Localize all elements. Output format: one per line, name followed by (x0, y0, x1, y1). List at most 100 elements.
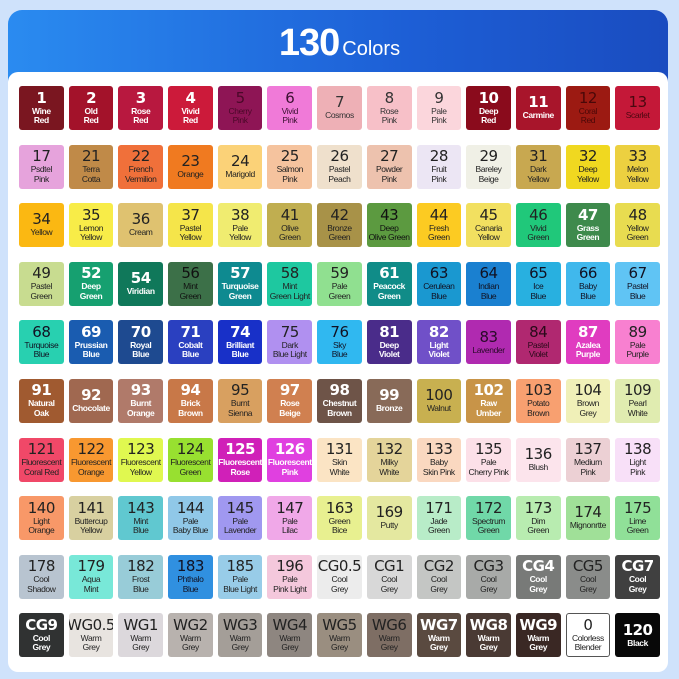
color-swatch: 17 Psdtel Pink (19, 144, 64, 189)
swatch-number: 196 (276, 557, 304, 576)
swatch-name: Olive Green (278, 222, 301, 243)
swatch-number: 38 (231, 205, 250, 224)
swatch-name: Royal Blue (130, 339, 152, 360)
color-swatch: 3 Rose Red (118, 86, 164, 130)
color-swatch: 145 Pale Lavender (217, 496, 263, 541)
swatch-name: Medium Pink (573, 457, 602, 477)
color-swatch: WG7 Warm Grey (416, 613, 462, 658)
swatch-name: Deep Red (478, 105, 499, 125)
color-swatch: 89 Pale Purple (615, 320, 660, 365)
color-swatch: 1 Wine Red (19, 86, 64, 130)
color-swatch: WG9 Warm Grey (515, 613, 561, 658)
swatch-number: 140 (27, 498, 56, 517)
swatch-name: Walnut (426, 403, 451, 414)
swatch-name: Rose Pink (380, 105, 399, 125)
swatch-number: 95 (231, 381, 250, 400)
color-swatch: 59 Pale Green (317, 261, 362, 306)
swatch-number: 131 (325, 440, 354, 459)
swatch-number: 57 (230, 264, 251, 283)
swatch-number: 109 (624, 381, 652, 400)
color-swatch-grid: 1 Wine Red 2 Old Red 3 Rose Red 4 Vivid Red 5 Che… (19, 86, 660, 658)
swatch-number: 145 (226, 498, 255, 517)
swatch-name: Lemon Yellow (79, 222, 104, 243)
swatch-name: Yellow Green (626, 222, 649, 243)
swatch-name: Pastel Green (30, 281, 53, 301)
swatch-name: Pale Cherry Pink (468, 457, 509, 477)
swatch-number: 136 (524, 444, 553, 463)
swatch-number: 141 (77, 498, 105, 517)
swatch-number: 122 (77, 440, 105, 459)
swatch-name: Fluorescent Rose (218, 457, 262, 477)
color-swatch: WG8 Warm Grey (466, 613, 511, 658)
swatch-number: 59 (330, 264, 349, 283)
swatch-number: 37 (181, 205, 200, 224)
color-swatch: 104 Brown Grey (565, 378, 611, 423)
swatch-number: 89 (628, 322, 648, 341)
swatch-name: Viridian (126, 286, 155, 297)
swatch-number: 92 (81, 386, 101, 405)
swatch-number: 147 (276, 498, 304, 517)
swatch-number: 7 (334, 93, 345, 112)
color-swatch: 94 Brick Brown (168, 378, 213, 423)
color-swatch: 47 Grass Green (565, 203, 611, 248)
swatch-name: Pale Yellow (229, 222, 252, 243)
swatch-name: Chocolate (72, 403, 110, 414)
swatch-number: 3 (135, 88, 146, 107)
swatch-number: WG2 (173, 615, 208, 634)
swatch-number: 41 (280, 205, 300, 224)
swatch-name: Pale Pink (431, 105, 447, 125)
color-swatch: 144 Pale Baby Blue (168, 496, 213, 541)
swatch-number: 102 (473, 381, 504, 400)
swatch-number: 99 (379, 386, 400, 405)
color-swatch: WG5 Warm Grey (317, 613, 362, 658)
swatch-name: Dark Blue Light (272, 339, 307, 360)
swatch-number: 21 (81, 147, 101, 166)
color-swatch: CG4 Cool Grey (515, 554, 561, 599)
color-swatch: 100 Walnut (416, 378, 462, 423)
swatch-number: 143 (127, 498, 155, 517)
swatch-name: Azalea Purple (575, 339, 601, 360)
swatch-number: 48 (628, 205, 648, 224)
swatch-name: Potato Brown (527, 398, 550, 418)
swatch-number: 65 (529, 264, 548, 283)
swatch-name: Warm Grey (329, 632, 350, 653)
color-swatch: 69 Prussian Blue (68, 320, 114, 365)
color-swatch: 136 Blush (515, 437, 561, 482)
swatch-name: Warm Grey (130, 632, 152, 653)
swatch-name: Marigold (225, 168, 255, 179)
swatch-name: Rose Beige (279, 398, 301, 418)
swatch-number: 63 (429, 264, 449, 283)
swatch-name: Putty (380, 520, 398, 531)
color-swatch: 91 Natural Oak (19, 378, 64, 423)
swatch-name: Canaria Yellow (475, 222, 503, 243)
color-swatch: 124 Fluorescent Green (168, 437, 213, 482)
swatch-name: Cobalt Blue (178, 339, 203, 360)
swatch-number: 11 (528, 93, 549, 112)
color-swatch: 131 Skin White (317, 437, 362, 482)
swatch-name: Salmon Pink (276, 164, 304, 184)
color-swatch: 163 Green Bice (317, 496, 362, 541)
color-swatch: 83 Lavender (466, 320, 511, 365)
swatch-name: Mint Green (179, 281, 202, 301)
color-swatch: 103 Potato Brown (515, 378, 561, 423)
swatch-number: WG1 (123, 615, 158, 634)
swatch-name: Cerulean Blue (423, 281, 455, 301)
swatch-name: Light Pink (629, 457, 646, 477)
color-swatch: 137 Medium Pink (565, 437, 611, 482)
swatch-number: 138 (624, 440, 652, 459)
swatch-name: Colorless Blender (571, 632, 604, 653)
swatch-number: 25 (280, 147, 300, 166)
color-swatch: 58 Mint Green Light (267, 261, 313, 306)
title-number: 130 (278, 22, 340, 64)
swatch-name: Indian Blue (478, 281, 499, 301)
swatch-name: Mignonrtte (569, 520, 607, 531)
color-swatch: WG1 Warm Grey (118, 613, 164, 658)
color-swatch: 102 Raw Umber (466, 378, 511, 423)
swatch-number: 29 (479, 147, 498, 166)
swatch-number: 0 (583, 615, 593, 634)
swatch-number: CG2 (423, 557, 455, 576)
color-swatch: 35 Lemon Yellow (68, 203, 114, 248)
swatch-name: Melon Yellow (626, 164, 649, 184)
color-swatch: CG3 Cool Grey (466, 554, 511, 599)
color-swatch: 23 Orange (168, 144, 213, 189)
